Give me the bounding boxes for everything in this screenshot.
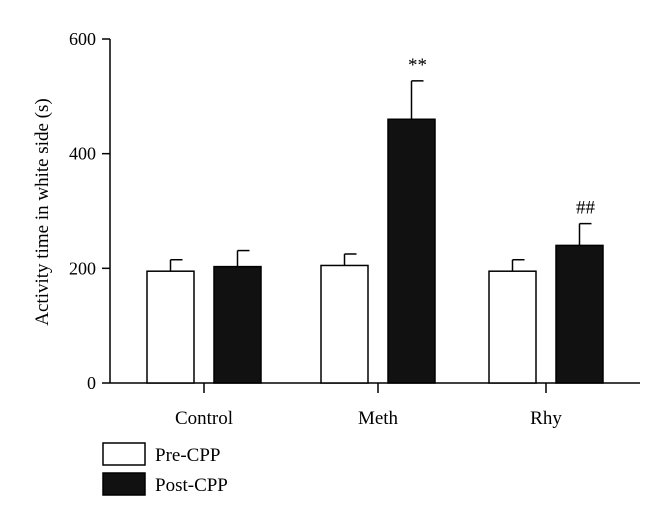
bars [146,80,604,384]
y-axis-label: Activity time in white side (s) [32,98,53,325]
x-tick-label-control: Control [175,408,233,429]
x-axis: Control Meth Rhy [110,382,640,429]
y-axis: 0 200 400 600 [69,29,111,393]
bar-rhy-pre-cpp [488,270,537,384]
annotations: ** ## [408,55,596,219]
significance-label-rhy: ## [576,198,596,219]
legend-swatch-post-cpp [102,472,146,496]
legend-swatch-pre-cpp [102,442,146,466]
y-tick-label: 0 [87,373,96,393]
bar-rhy-post-cpp [555,244,604,384]
legend: Pre-CPP Post-CPP [102,442,228,496]
bar-control-post-cpp [213,265,262,384]
bar-meth-pre-cpp [320,264,369,384]
x-tick-label-meth: Meth [358,408,399,429]
y-tick-label: 400 [69,144,96,164]
bar-meth-post-cpp [387,118,436,384]
legend-label-post-cpp: Post-CPP [155,475,228,496]
y-tick-label: 600 [69,29,96,49]
bar-control-pre-cpp [146,270,195,384]
legend-label-pre-cpp: Pre-CPP [155,445,220,466]
significance-label-meth: ** [408,55,427,76]
x-tick-label-rhy: Rhy [530,408,562,429]
y-tick-label: 200 [69,258,96,278]
